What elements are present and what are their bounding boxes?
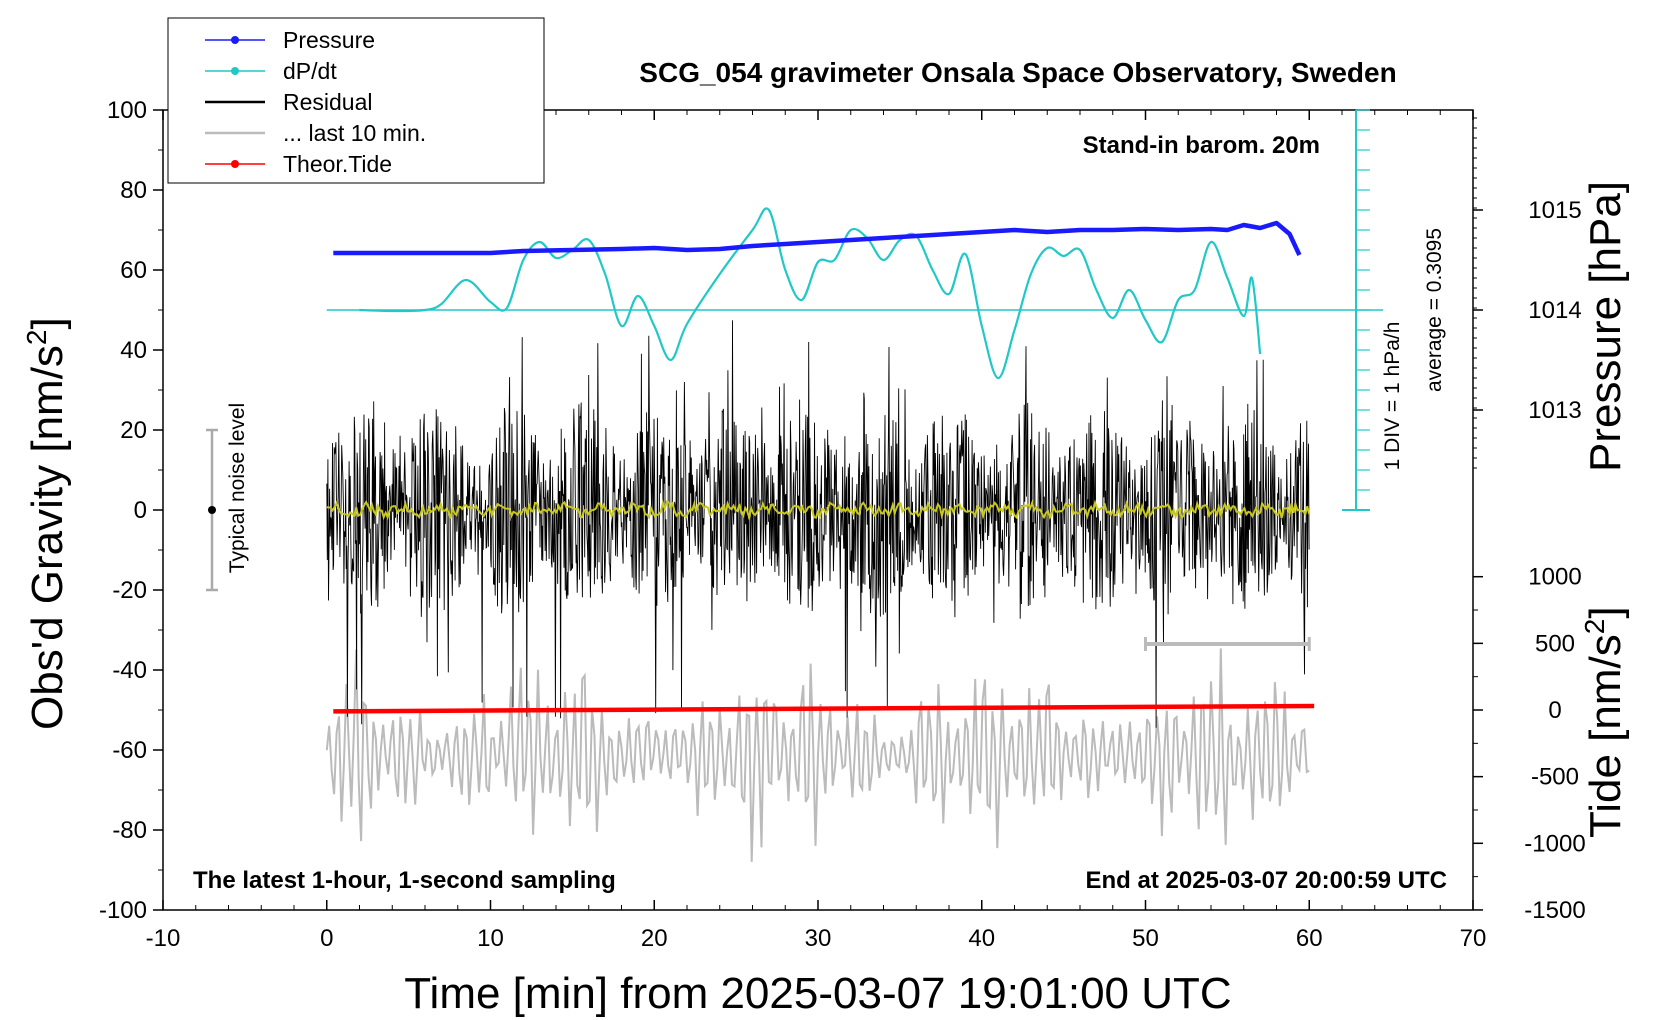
- y-tick-label: 0: [134, 497, 147, 524]
- tide-tick-label: -500: [1531, 764, 1579, 791]
- x-tick-label: 0: [320, 925, 333, 952]
- sampling-note: The latest 1-hour, 1-second sampling: [193, 867, 616, 894]
- x-tick-label: 40: [968, 925, 995, 952]
- series-last-10-min: [325, 648, 1310, 862]
- legend-box: [167, 17, 545, 184]
- scale-div-label: 1 DIV = 1 hPa/h: [1381, 322, 1404, 471]
- y-axis-label-left-close: ]: [23, 317, 72, 329]
- x-tick-label: -10: [146, 925, 181, 952]
- series-residual-smoothed: [326, 499, 1311, 522]
- tide-tick-label: 0: [1548, 697, 1561, 724]
- legend-label: Pressure: [283, 27, 375, 53]
- y-tick-label: 60: [120, 257, 147, 284]
- pressure-tick-label: 1013: [1528, 397, 1581, 424]
- series-theor-tide: [333, 703, 1315, 714]
- tide-tick-label: -1500: [1524, 897, 1585, 924]
- y-axis-label-tide-text: Tide [nm/s: [1581, 634, 1630, 838]
- series-layer: [325, 207, 1383, 862]
- y-axis-label-tide-sup: 2: [1579, 619, 1610, 635]
- noise-bar-center: [208, 506, 216, 514]
- x-tick-label: 50: [1132, 925, 1159, 952]
- y-tick-label: 80: [120, 177, 147, 204]
- pressure-tick-label: 1015: [1528, 197, 1581, 224]
- y-axis-ticks-pressure: 1015 1014 1013: [1473, 117, 1582, 469]
- pressure-tick-label: 1014: [1528, 297, 1581, 324]
- y-tick-label: -60: [112, 737, 147, 764]
- legend: Pressure dP/dt Residual ... last 10 min. The…: [167, 17, 545, 184]
- y-tick-label: -100: [99, 897, 147, 924]
- end-time-note: End at 2025-03-07 20:00:59 UTC: [1086, 867, 1448, 894]
- y-axis-label-tide-close: ]: [1581, 606, 1630, 618]
- legend-label: ... last 10 min.: [283, 120, 426, 146]
- y-axis-label-left-text: Obs'd Gravity [nm/s: [23, 345, 72, 730]
- noise-level-bar: [206, 428, 218, 592]
- x-tick-label: 10: [477, 925, 504, 952]
- tide-tick-label: 500: [1535, 630, 1575, 657]
- x-tick-label: 20: [641, 925, 668, 952]
- dpdt-scale-bar: [1342, 109, 1370, 511]
- chart-title: SCG_054 gravimeter Onsala Space Observat…: [639, 57, 1396, 88]
- legend-label: Residual: [283, 89, 373, 115]
- legend-marker: [231, 36, 239, 44]
- y-tick-label: 40: [120, 337, 147, 364]
- series-pressure: [333, 220, 1302, 256]
- tide-tick-label: -1000: [1524, 830, 1585, 857]
- x-axis-ticks: -10 0 10 20 30 40 50 60 70: [146, 110, 1487, 952]
- legend-marker: [231, 160, 239, 168]
- legend-label: dP/dt: [283, 58, 337, 84]
- x-tick-label: 60: [1296, 925, 1323, 952]
- y-axis-label-left-sup: 2: [21, 329, 52, 345]
- y-tick-label: 100: [107, 97, 147, 124]
- tide-tick-label: 1000: [1528, 564, 1581, 591]
- y-tick-label: -80: [112, 817, 147, 844]
- barometer-note: Stand-in barom. 20m: [1083, 132, 1320, 159]
- y-axis-label-left: Obs'd Gravity [nm/s2]: [21, 317, 72, 730]
- y-tick-label: 20: [120, 417, 147, 444]
- x-axis-label: Time [min] from 2025-03-07 19:01:00 UTC: [404, 969, 1231, 1018]
- y-axis-ticks-tide: 1000 500 0 -500 -1000 -1500: [1473, 564, 1586, 924]
- x-tick-label: 30: [805, 925, 832, 952]
- scale-average-label: average = 0.3095: [1423, 228, 1446, 392]
- legend-label: Theor.Tide: [283, 151, 392, 177]
- y-tick-label: -20: [112, 577, 147, 604]
- y-axis-label-pressure: Pressure [hPa]: [1581, 181, 1630, 472]
- legend-marker: [231, 67, 239, 75]
- y-tick-label: -40: [112, 657, 147, 684]
- series-residual: [326, 320, 1310, 728]
- y-axis-ticks-left: 100 80 60 40 20 0 -20 -40 -60 -80 -100: [99, 97, 163, 924]
- y-axis-label-tide: Tide [nm/s2]: [1579, 606, 1630, 838]
- noise-level-label: Typical noise level: [226, 403, 249, 573]
- x-tick-label: 70: [1460, 925, 1487, 952]
